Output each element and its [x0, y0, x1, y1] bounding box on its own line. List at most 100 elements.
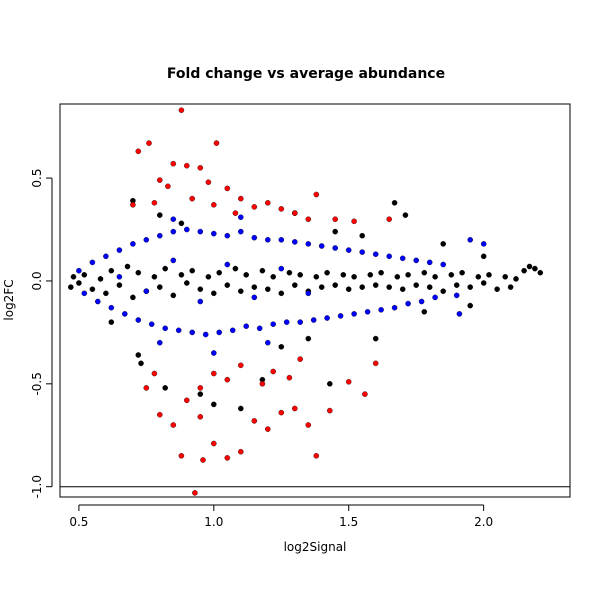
data-point-red: [184, 397, 190, 404]
data-point-black: [537, 269, 544, 276]
data-point-black: [391, 200, 398, 206]
plot-frame: [59, 103, 571, 498]
data-point-red: [157, 177, 163, 183]
data-point-black: [238, 405, 244, 412]
data-point-red: [259, 381, 266, 387]
data-point-blue: [148, 321, 155, 327]
data-point-red: [351, 218, 357, 225]
data-point-blue: [480, 241, 487, 247]
data-point-blue: [297, 319, 303, 325]
data-point-blue: [216, 329, 222, 336]
data-point-blue: [175, 327, 182, 334]
data-point-blue: [332, 245, 338, 251]
data-point-black: [459, 269, 465, 276]
data-point-black: [238, 288, 244, 294]
y-axis-label: log2FC: [2, 279, 16, 320]
data-point-blue: [76, 267, 82, 274]
data-point-blue: [337, 313, 344, 319]
y-tick-label: -1.0: [30, 475, 44, 498]
data-point-black: [292, 282, 298, 288]
data-point-black: [453, 282, 460, 288]
data-point-red: [189, 195, 195, 202]
data-point-black: [480, 253, 487, 260]
data-point-blue: [224, 232, 231, 239]
data-point-black: [157, 284, 163, 290]
data-point-blue: [440, 261, 446, 268]
data-point-red: [232, 210, 239, 216]
data-point-black: [332, 228, 338, 235]
data-point-blue: [364, 309, 371, 315]
data-point-red: [184, 162, 190, 169]
data-point-red: [292, 405, 298, 412]
data-point-black: [108, 267, 115, 274]
data-point-black: [278, 290, 285, 297]
data-point-black: [345, 286, 352, 292]
data-point-black: [116, 282, 123, 288]
data-point-black: [124, 263, 131, 270]
x-axis: 0.5 1.0 1.5 2.0: [69, 504, 493, 529]
data-point-blue: [157, 232, 163, 239]
data-point-black: [324, 269, 330, 276]
data-point-blue: [224, 261, 231, 268]
data-point-black: [421, 269, 428, 276]
data-point-blue: [197, 228, 204, 235]
data-point-black: [89, 286, 96, 292]
data-point-blue: [122, 311, 128, 317]
data-point-black: [81, 272, 88, 278]
data-point-red: [313, 191, 320, 198]
data-point-black: [521, 267, 527, 274]
data-point-black: [211, 401, 217, 408]
data-point-black: [386, 284, 392, 290]
data-point-red: [211, 202, 217, 208]
data-point-red: [151, 200, 158, 206]
data-point-red: [327, 407, 333, 414]
data-point-black: [367, 272, 374, 278]
data-point-black: [467, 284, 473, 290]
data-point-red: [192, 490, 198, 496]
data-point-black: [189, 267, 195, 274]
data-point-black: [305, 335, 312, 342]
data-point-blue: [278, 265, 285, 272]
data-point-red: [205, 179, 212, 185]
x-tick-label: 2.0: [474, 515, 493, 529]
data-point-blue: [378, 307, 384, 313]
data-point-blue: [170, 228, 177, 235]
data-point-black: [157, 212, 163, 218]
data-point-black: [130, 294, 136, 301]
data-point-black: [502, 274, 508, 280]
data-point-blue: [305, 241, 312, 247]
data-point-black: [513, 276, 519, 282]
data-points: [68, 107, 544, 496]
data-point-black: [286, 269, 293, 276]
y-tick-label: -0.5: [30, 372, 44, 395]
data-point-red: [213, 140, 220, 146]
data-point-blue: [310, 317, 317, 323]
data-point-red: [332, 216, 338, 222]
data-point-black: [432, 274, 438, 280]
data-point-black: [413, 282, 419, 288]
data-point-black: [184, 280, 190, 286]
data-point-blue: [116, 274, 123, 280]
data-point-blue: [95, 298, 101, 305]
y-tick-label: 0.5: [30, 169, 44, 188]
data-point-red: [238, 362, 244, 369]
data-point-red: [238, 448, 244, 455]
data-point-black: [170, 292, 177, 299]
data-point-red: [151, 370, 158, 377]
data-point-red: [170, 160, 177, 167]
data-point-black: [205, 274, 212, 280]
data-point-red: [170, 422, 177, 428]
data-point-blue: [103, 253, 109, 260]
data-point-black: [467, 302, 473, 309]
data-point-black: [76, 280, 82, 286]
data-point-blue: [292, 239, 298, 245]
data-point-blue: [270, 321, 276, 327]
data-point-black: [494, 286, 500, 292]
data-point-black: [197, 391, 204, 397]
data-point-red: [305, 216, 312, 222]
data-point-red: [135, 148, 142, 155]
data-point-black: [251, 284, 258, 290]
data-point-black: [97, 276, 104, 282]
data-point-black: [265, 286, 271, 292]
data-point-blue: [211, 350, 217, 356]
